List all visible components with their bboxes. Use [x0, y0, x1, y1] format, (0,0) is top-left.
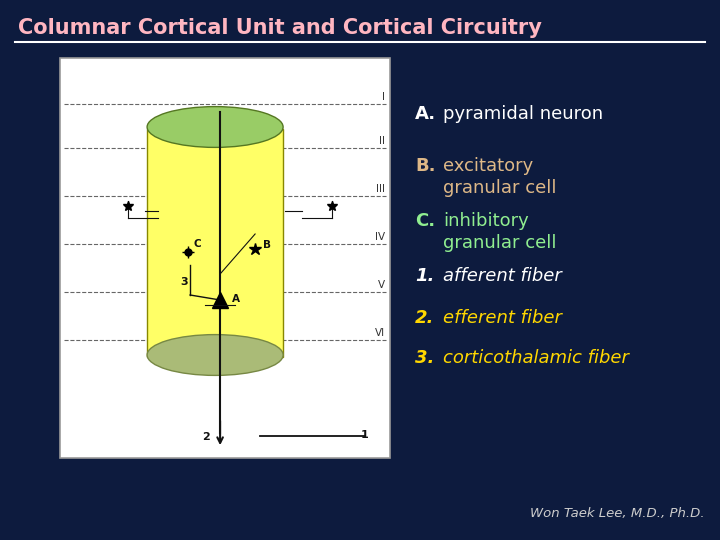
Text: B: B: [263, 240, 271, 250]
Bar: [60, 58, 390, 458]
Ellipse shape: [147, 335, 283, 375]
Text: corticothalamic fiber: corticothalamic fiber: [443, 349, 629, 367]
Text: efferent fiber: efferent fiber: [443, 309, 562, 327]
Text: 2: 2: [202, 432, 210, 442]
Text: C: C: [193, 239, 201, 249]
Text: C.: C.: [415, 212, 435, 230]
Text: excitatory: excitatory: [443, 157, 534, 175]
Text: pyramidal neuron: pyramidal neuron: [443, 105, 603, 123]
Text: A.: A.: [415, 105, 436, 123]
Text: Columnar Cortical Unit and Cortical Circuitry: Columnar Cortical Unit and Cortical Circ…: [18, 18, 542, 38]
Text: Won Taek Lee, M.D., Ph.D.: Won Taek Lee, M.D., Ph.D.: [531, 507, 705, 520]
Text: granular cell: granular cell: [443, 234, 557, 252]
Text: 2.: 2.: [415, 309, 434, 327]
Bar: [147, 129, 283, 357]
Text: I: I: [382, 92, 385, 102]
Text: granular cell: granular cell: [443, 179, 557, 197]
Text: IV: IV: [375, 232, 385, 242]
Text: VI: VI: [375, 328, 385, 338]
Text: 3.: 3.: [415, 349, 434, 367]
Text: 1: 1: [360, 430, 368, 440]
Ellipse shape: [147, 106, 283, 147]
Text: II: II: [379, 136, 385, 146]
Text: III: III: [376, 184, 385, 194]
Text: A: A: [232, 294, 240, 304]
Text: 3: 3: [180, 277, 188, 287]
Text: 1.: 1.: [415, 267, 434, 285]
Text: afferent fiber: afferent fiber: [443, 267, 562, 285]
Text: B.: B.: [415, 157, 436, 175]
Text: V: V: [378, 280, 385, 290]
Text: inhibitory: inhibitory: [443, 212, 528, 230]
